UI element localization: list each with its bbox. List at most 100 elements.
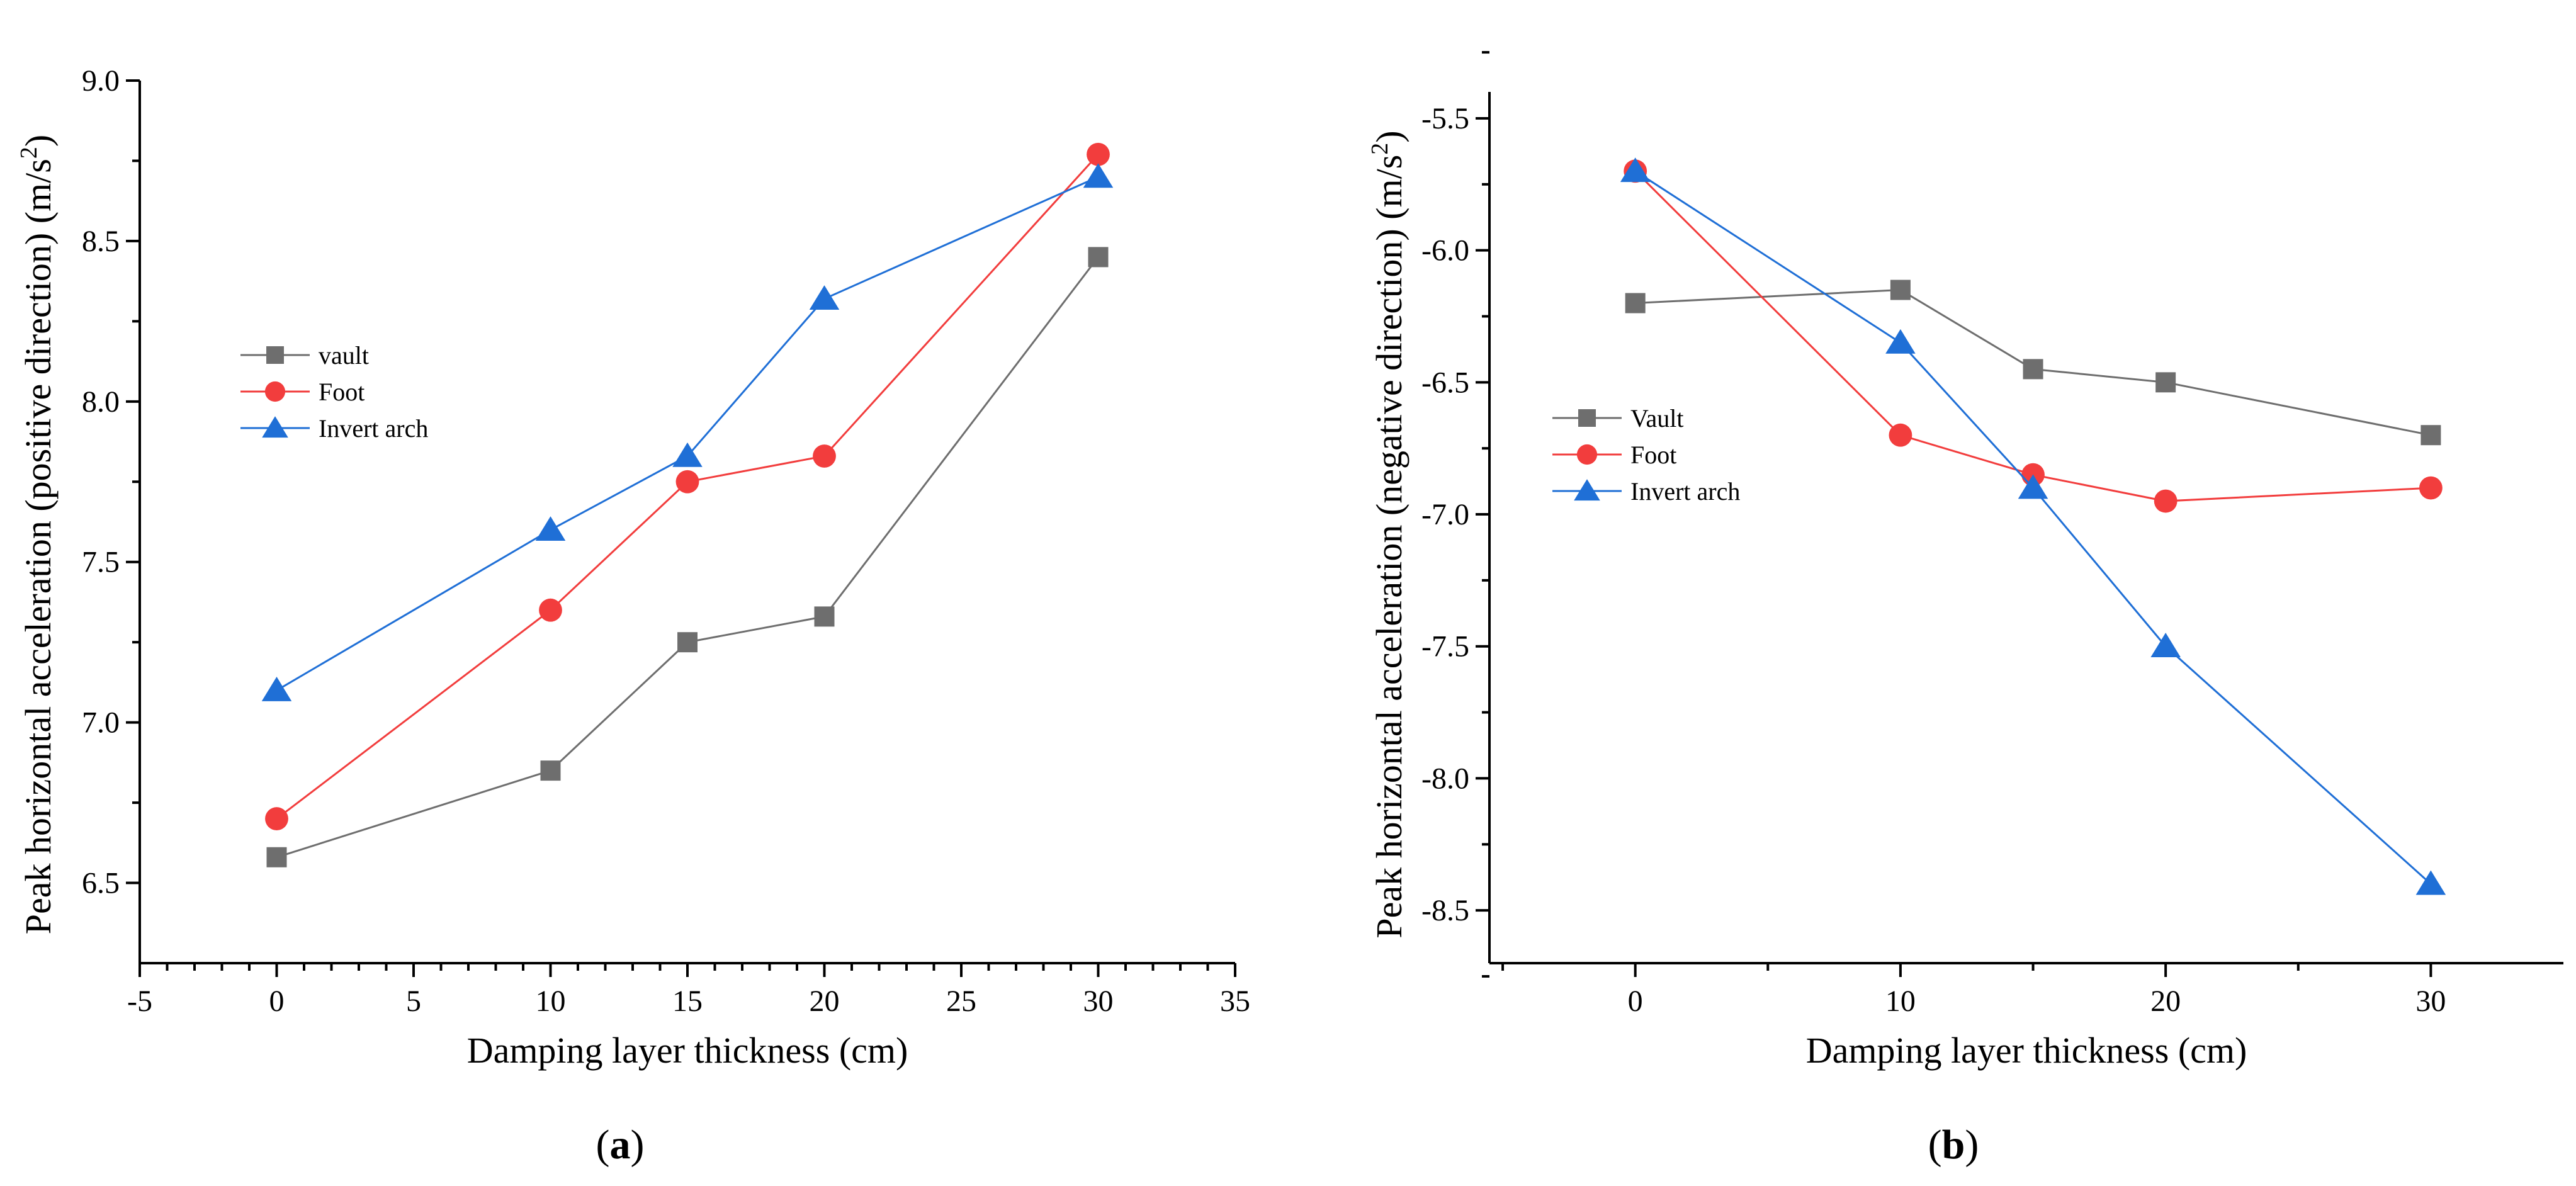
data-point (265, 807, 288, 830)
data-point (1087, 142, 1110, 166)
legend-label: Invert arch (319, 414, 428, 443)
series-a-vault (266, 247, 1109, 867)
legend-marker (266, 346, 284, 364)
y-axis-title-a-close: ) (18, 135, 59, 147)
y-tick-label-a: 8.5 (82, 225, 120, 258)
series-line (276, 256, 1099, 859)
data-point (2419, 476, 2443, 500)
y-axis-title-b-sup: 2 (1367, 143, 1393, 155)
legend-label: Invert arch (1630, 477, 1740, 505)
legend-item: Invert arch (240, 414, 428, 443)
x-tick-label-a: 10 (536, 985, 566, 1018)
legend-b: Vault Foot Invert arch (1552, 404, 1740, 505)
series-b-invert-arch (1620, 157, 2446, 895)
chart-panel-a: 6.5 7.0 7.5 8.0 8.5 9.0 -5 0 5 10 15 20 25 30 35 vault… (16, 64, 1250, 1168)
data-point (261, 677, 292, 701)
data-point (2155, 372, 2176, 393)
legend-marker (1574, 479, 1600, 501)
data-point (2023, 359, 2043, 380)
y-tick-label-b: -5.5 (1421, 102, 1469, 135)
y-tick-label-b: -6.5 (1421, 366, 1469, 399)
data-point (677, 632, 698, 653)
legend-label: Foot (1630, 441, 1676, 469)
legend-marker (1578, 409, 1596, 427)
x-tick-label-a: 25 (946, 985, 976, 1018)
series-group-b (1620, 157, 2446, 895)
data-point (2150, 633, 2181, 658)
x-tick-label-a: 5 (406, 985, 421, 1018)
legend-marker (1576, 444, 1598, 465)
series-b-foot (1624, 159, 2443, 513)
x-tick-label-a: 20 (810, 985, 840, 1018)
data-point (1890, 280, 1911, 300)
y-tick-label-a: 7.0 (82, 706, 120, 740)
y-tick-label-b: -6.0 (1421, 234, 1469, 268)
axes-a: 6.5 7.0 7.5 8.0 8.5 9.0 -5 0 5 10 15 20 25 30 35 (82, 64, 1250, 1018)
data-point (2018, 474, 2048, 499)
y-tick-label-b: -8.5 (1421, 894, 1469, 927)
y-axis-title-b-close: ) (1369, 130, 1409, 142)
data-point (1083, 163, 1114, 188)
legend-a: vault Foot Invert arch (240, 341, 428, 443)
axes-b: -5.5 -6.0 -6.5 -7.0 -7.5 -8.0 -8.5 0 10 20 30 (1421, 51, 2563, 1018)
data-point (1885, 329, 1916, 354)
legend-label: vault (319, 341, 369, 370)
data-point (1620, 157, 1651, 183)
legend-item: vault (240, 341, 369, 370)
x-tick-label-b: 0 (1628, 985, 1643, 1018)
legend-label: Vault (1630, 404, 1683, 432)
y-tick-label-b: -7.0 (1421, 498, 1469, 531)
y-axis-title-b-main: Peak horizontal acceleration (negative d… (1369, 155, 1409, 939)
y-axis-title-a-main: Peak horizontal acceleration (positive d… (18, 159, 59, 934)
series-line (1634, 170, 2431, 502)
y-axis-title-b: Peak horizontal acceleration (negative d… (1367, 130, 1409, 938)
x-axis-title-a: Damping layer thickness (cm) (467, 1030, 908, 1071)
y-tick-label-a: 6.5 (82, 867, 120, 900)
data-point (1889, 423, 1912, 447)
series-a-invert-arch (261, 163, 1114, 701)
panel-label-b: (b) (1928, 1122, 1979, 1168)
chart-panel-b: -5.5 -6.0 -6.5 -7.0 -7.5 -8.0 -8.5 0 10 20 30 Vaul… (1367, 51, 2563, 1168)
y-axis-title-a-sup: 2 (16, 147, 42, 159)
data-point (814, 606, 835, 627)
y-tick-label-a: 8.0 (82, 385, 120, 419)
y-tick-label-a: 9.0 (82, 64, 120, 98)
x-tick-label-a: 15 (672, 985, 703, 1018)
legend-marker (262, 416, 288, 438)
x-tick-label-a: -5 (127, 985, 152, 1018)
data-point (675, 470, 699, 494)
legend-marker (264, 381, 286, 402)
legend-item: Foot (1552, 441, 1676, 469)
series-line (1634, 170, 2432, 885)
x-tick-label-b: 30 (2415, 985, 2446, 1018)
panel-label-a: (a) (596, 1122, 645, 1168)
data-point (809, 285, 840, 310)
y-tick-label-b: -7.5 (1421, 630, 1469, 664)
data-point (539, 598, 562, 622)
data-point (813, 444, 836, 468)
x-tick-label-a: 30 (1083, 985, 1114, 1018)
legend-item: Invert arch (1552, 477, 1740, 505)
data-point (2415, 870, 2446, 895)
data-point (1088, 247, 1109, 268)
x-tick-label-a: 0 (269, 985, 285, 1018)
legend-item: Foot (240, 378, 364, 406)
series-a-foot (265, 142, 1110, 830)
y-tick-label-b: -8.0 (1421, 762, 1469, 795)
data-point (672, 442, 703, 467)
x-tick-label-b: 20 (2150, 985, 2181, 1018)
data-point (540, 760, 561, 781)
series-group-a (261, 142, 1114, 867)
data-point (266, 847, 287, 867)
data-point (1625, 293, 1646, 313)
legend-item: Vault (1552, 404, 1683, 432)
x-axis-title-b: Damping layer thickness (cm) (1806, 1030, 2247, 1071)
data-point (535, 516, 566, 541)
x-tick-label-a: 35 (1220, 985, 1250, 1018)
x-tick-label-b: 10 (1885, 985, 1916, 1018)
legend-label: Foot (319, 378, 364, 406)
data-point (2421, 425, 2441, 446)
y-tick-label-a: 7.5 (82, 546, 120, 579)
series-b-vault (1625, 280, 2441, 446)
